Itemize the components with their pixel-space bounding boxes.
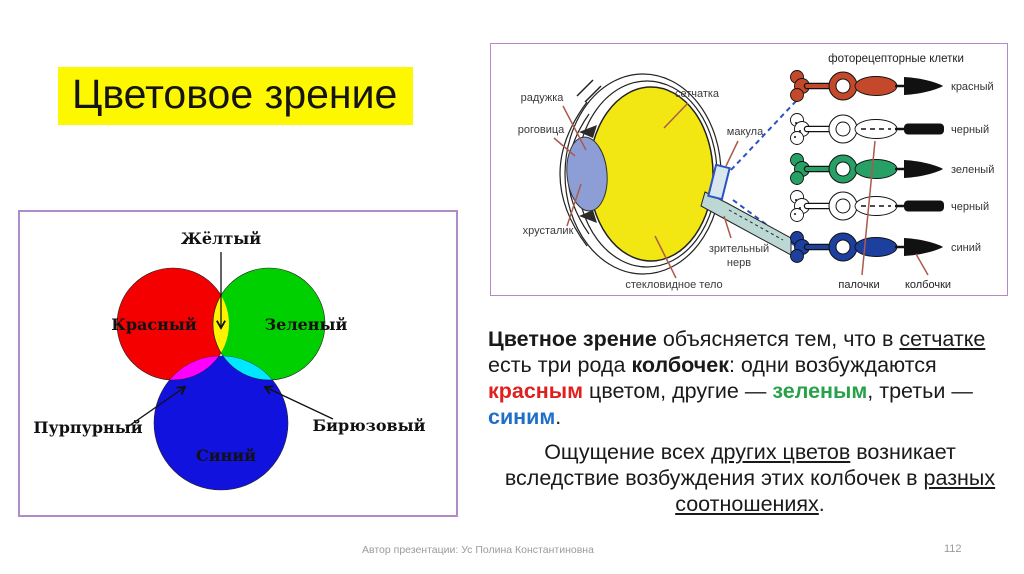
- venn-diagram-panel: Жёлтый Красный Зеленый Синий Пурпурный Б…: [18, 210, 458, 517]
- venn-yellow-overlap: [212, 268, 229, 380]
- macula-leader: [725, 140, 739, 167]
- optic-nerve-axon: [728, 209, 784, 241]
- cone-tip: [904, 160, 943, 178]
- eyelid-marks: [576, 79, 602, 103]
- retina-leader: [663, 102, 689, 129]
- dashed-zoom-line-top: [730, 99, 798, 171]
- optic-nerve-leader: [723, 215, 732, 239]
- footer-page-number: 112: [944, 543, 962, 555]
- eye-diagram: радужка роговица сетчатка макула хрустал…: [518, 53, 995, 291]
- lens: [566, 136, 608, 212]
- cornea-leader: [553, 137, 576, 157]
- photoreceptor-row-rod-1: черный: [790, 113, 989, 145]
- cone-tip: [904, 77, 943, 95]
- photoreceptor-label: черный: [951, 201, 989, 213]
- rods-leader: [861, 140, 876, 276]
- rod-tip: [904, 200, 944, 212]
- retina-label: сетчатка: [675, 88, 720, 100]
- vitreous-body: [588, 86, 714, 262]
- magenta-arrow: [125, 385, 187, 429]
- lens-label: хрусталик: [523, 225, 574, 237]
- venn-label-green: Зеленый: [265, 315, 348, 334]
- optic-nerve-label-2: нерв: [727, 257, 751, 269]
- vitreous-label: стекловидное тело: [625, 279, 722, 291]
- venn-label-red: Красный: [111, 315, 197, 334]
- cyan-arrow: [263, 385, 334, 420]
- venn-magenta-overlap: [154, 356, 230, 381]
- macula-label: макула: [727, 126, 764, 138]
- page-title-text: Цветовое зрение: [72, 71, 398, 117]
- photoreceptors-title: фоторецепторные клетки: [828, 53, 964, 65]
- photoreceptor-row-blue-cone: синий: [790, 231, 981, 263]
- venn-diagram: Жёлтый Красный Зеленый Синий Пурпурный Б…: [33, 229, 426, 491]
- page-title: Цветовое зрение: [58, 67, 414, 126]
- lens-leader: [566, 183, 582, 227]
- photoreceptor-label: черный: [951, 124, 989, 136]
- venn-label-blue: Синий: [196, 446, 256, 465]
- cones-leader: [915, 253, 929, 276]
- photoreceptor-row-red-cone: красный: [790, 70, 994, 102]
- rods-label: палочки: [838, 279, 879, 291]
- body-paragraph-1: Цветное зрение объясняется тем, что в се…: [488, 327, 986, 429]
- photoreceptor-label: красный: [951, 81, 994, 93]
- venn-label-cyan: Бирюзовый: [312, 416, 425, 435]
- cone-tip: [904, 238, 943, 256]
- cornea-outer: [559, 101, 588, 247]
- photoreceptor-label: синий: [951, 242, 981, 254]
- iris-upper: [579, 125, 597, 138]
- photoreceptor-row-green-cone: зеленый: [790, 153, 994, 185]
- iris-label: радужка: [521, 92, 565, 104]
- photoreceptor-label: зеленый: [951, 164, 994, 176]
- body-text: Цветное зрение объясняется тем, что в се…: [488, 326, 1012, 517]
- iris-leader: [562, 105, 587, 151]
- cornea-label: роговица: [518, 124, 565, 136]
- body-paragraph-2: Ощущение всех других цветов возникает вс…: [504, 440, 996, 516]
- venn-cyan-overlap: [212, 356, 288, 381]
- optic-nerve-label-1: зрительный: [709, 243, 769, 255]
- footer-author: Автор презентации: Ус Полина Константино…: [362, 544, 594, 556]
- iris-lower: [579, 210, 597, 223]
- photoreceptor-row-rod-2: черный: [790, 190, 989, 222]
- cones-label: колбочки: [905, 279, 951, 291]
- venn-label-yellow: Жёлтый: [181, 229, 261, 248]
- venn-blue-circle: [153, 355, 289, 491]
- vitreous-leader: [654, 235, 677, 279]
- eye-anatomy-panel: радужка роговица сетчатка макула хрустал…: [490, 43, 1008, 296]
- venn-label-magenta: Пурпурный: [33, 418, 142, 437]
- rod-tip: [904, 123, 944, 135]
- macula-marker: [707, 163, 731, 201]
